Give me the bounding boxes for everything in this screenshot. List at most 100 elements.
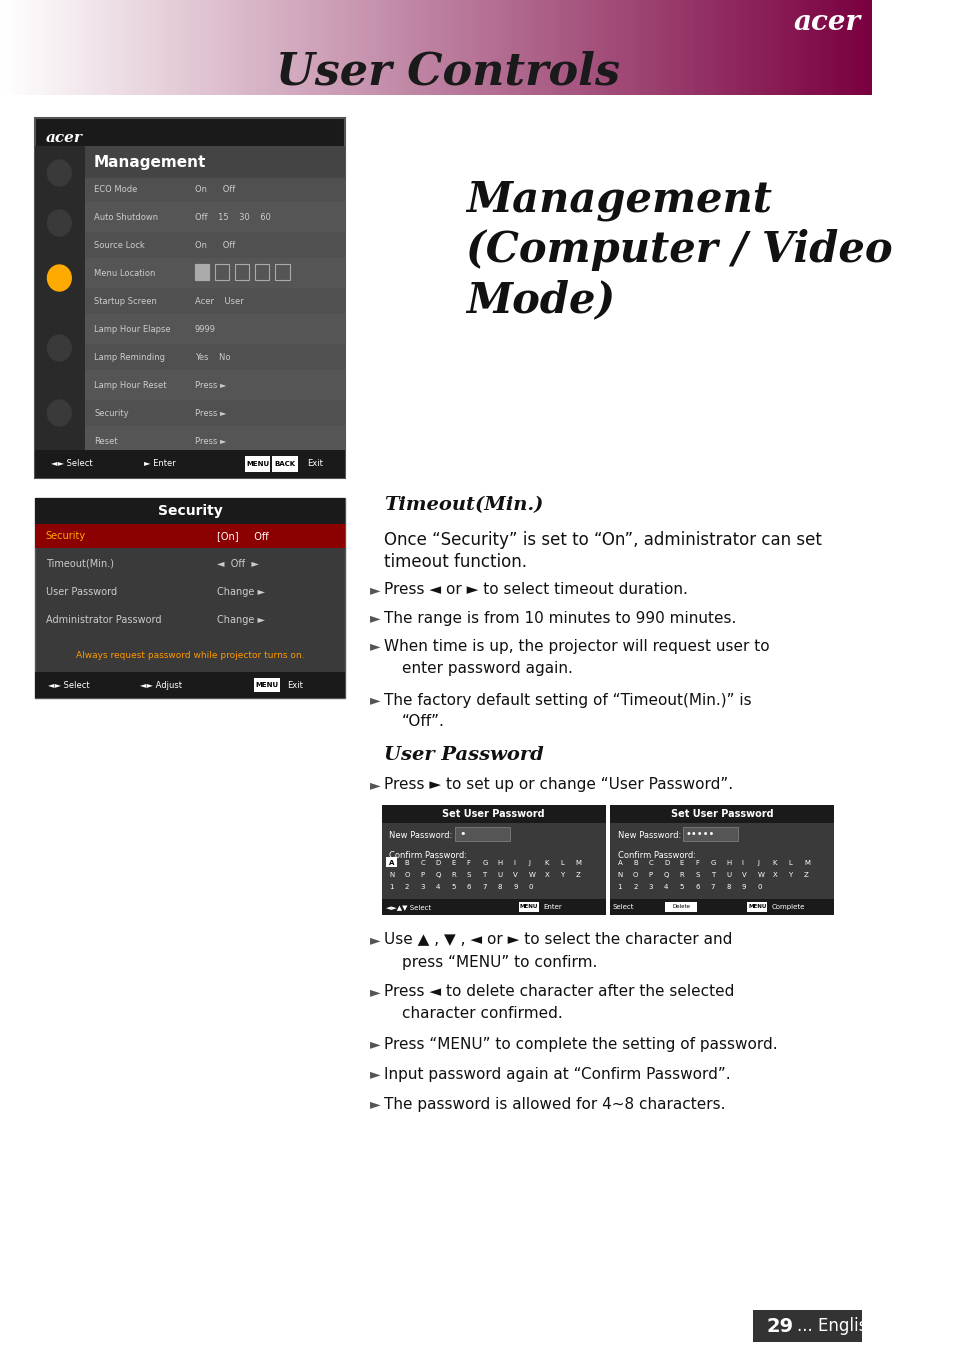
Bar: [272, 456, 297, 473]
Text: Timeout(Min.): Timeout(Min.): [46, 559, 113, 569]
Text: 6: 6: [466, 884, 471, 890]
Text: Reset: Reset: [94, 436, 117, 445]
Bar: [34, 524, 345, 548]
Text: A: A: [389, 860, 395, 867]
Text: Security: Security: [94, 409, 129, 417]
Text: MENU: MENU: [254, 682, 278, 688]
Text: W: W: [528, 872, 536, 877]
Text: ◄►▲▼ Select: ◄►▲▼ Select: [386, 904, 431, 910]
Text: MENU: MENU: [246, 460, 269, 467]
Text: O: O: [633, 872, 638, 877]
Text: I: I: [741, 860, 743, 867]
Text: ►: ►: [370, 779, 380, 792]
Bar: [254, 264, 269, 280]
Text: Press ◄ to delete character after the selected: Press ◄ to delete character after the se…: [383, 984, 733, 999]
Text: Press ► to set up or change “User Password”.: Press ► to set up or change “User Passwo…: [383, 777, 732, 792]
Text: 7: 7: [482, 884, 486, 890]
Bar: [34, 450, 345, 478]
Bar: [381, 806, 605, 823]
Text: ►: ►: [370, 1037, 380, 1051]
Text: 6: 6: [695, 884, 699, 890]
Text: 0: 0: [757, 884, 761, 890]
Bar: [234, 264, 249, 280]
Text: 2: 2: [633, 884, 637, 890]
Text: acer: acer: [792, 8, 860, 35]
Bar: [455, 827, 509, 841]
Text: K: K: [772, 860, 777, 867]
Text: timeout function.: timeout function.: [383, 552, 526, 571]
Text: Source Lock: Source Lock: [94, 241, 145, 249]
Text: Yes    No: Yes No: [194, 352, 230, 362]
Text: User Password: User Password: [46, 588, 116, 597]
Text: L: L: [787, 860, 791, 867]
Bar: [682, 827, 738, 841]
Text: Press “MENU” to complete the setting of password.: Press “MENU” to complete the setting of …: [383, 1037, 777, 1052]
Text: ◄► Select: ◄► Select: [51, 459, 92, 468]
Text: G: G: [482, 860, 487, 867]
Text: Set User Password: Set User Password: [442, 808, 544, 819]
Text: On      Off: On Off: [194, 241, 234, 249]
Text: F: F: [466, 860, 470, 867]
Text: T: T: [482, 872, 486, 877]
Text: Confirm Password:: Confirm Password:: [389, 850, 467, 860]
Bar: [34, 498, 345, 524]
Text: O: O: [404, 872, 410, 877]
Text: Menu Location: Menu Location: [94, 268, 155, 278]
Circle shape: [48, 210, 71, 236]
Text: Press ◄ or ► to select timeout duration.: Press ◄ or ► to select timeout duration.: [383, 582, 687, 597]
Text: Administrator Password: Administrator Password: [46, 615, 161, 626]
Text: Complete: Complete: [771, 904, 804, 910]
Text: K: K: [544, 860, 548, 867]
Text: •••••: •••••: [684, 829, 714, 839]
Text: BACK: BACK: [274, 460, 295, 467]
Text: Startup Screen: Startup Screen: [94, 297, 157, 306]
Text: ... English: ... English: [796, 1317, 877, 1335]
Text: ► Enter: ► Enter: [144, 459, 176, 468]
Text: Press ►: Press ►: [194, 409, 226, 417]
Text: Timeout(Min.): Timeout(Min.): [383, 496, 542, 515]
Circle shape: [48, 334, 71, 362]
Text: Q: Q: [663, 872, 669, 877]
Text: When time is up, the projector will request user to: When time is up, the projector will requ…: [383, 639, 768, 654]
Text: Input password again at “Confirm Password”.: Input password again at “Confirm Passwor…: [383, 1067, 730, 1082]
Bar: [664, 902, 697, 913]
Text: Lamp Hour Elapse: Lamp Hour Elapse: [94, 325, 171, 333]
Bar: [386, 857, 397, 867]
Bar: [746, 902, 766, 913]
Text: H: H: [497, 860, 502, 867]
Bar: [194, 264, 209, 280]
Text: ►: ►: [370, 933, 380, 946]
Text: Change ►: Change ►: [217, 615, 265, 626]
Text: M: M: [575, 860, 581, 867]
Text: R: R: [679, 872, 683, 877]
Text: S: S: [466, 872, 471, 877]
Text: Off    15    30    60: Off 15 30 60: [194, 213, 270, 222]
Text: •: •: [459, 829, 465, 839]
Text: I: I: [513, 860, 515, 867]
Text: Lamp Hour Reset: Lamp Hour Reset: [94, 380, 167, 390]
Bar: [381, 806, 605, 915]
Bar: [85, 344, 345, 370]
Text: P: P: [419, 872, 424, 877]
Text: 1: 1: [617, 884, 621, 890]
Text: Once “Security” is set to “On”, administrator can set: Once “Security” is set to “On”, administ…: [383, 531, 821, 548]
Bar: [85, 232, 345, 259]
Text: The password is allowed for 4~8 characters.: The password is allowed for 4~8 characte…: [383, 1097, 724, 1112]
Bar: [85, 146, 345, 177]
Text: 4: 4: [663, 884, 668, 890]
Text: Z: Z: [803, 872, 808, 877]
Text: Exit: Exit: [287, 681, 302, 689]
Text: 9999: 9999: [194, 325, 215, 333]
Text: H: H: [725, 860, 731, 867]
Bar: [34, 146, 85, 478]
Text: A: A: [389, 860, 394, 867]
Text: Press ►: Press ►: [194, 380, 226, 390]
Text: T: T: [710, 872, 714, 877]
Text: R: R: [451, 872, 456, 877]
Text: J: J: [757, 860, 759, 867]
Text: E: E: [451, 860, 456, 867]
Bar: [518, 902, 538, 913]
Text: N: N: [389, 872, 394, 877]
Text: Exit: Exit: [307, 459, 322, 468]
Text: Always request password while projector turns on.: Always request password while projector …: [75, 651, 304, 661]
